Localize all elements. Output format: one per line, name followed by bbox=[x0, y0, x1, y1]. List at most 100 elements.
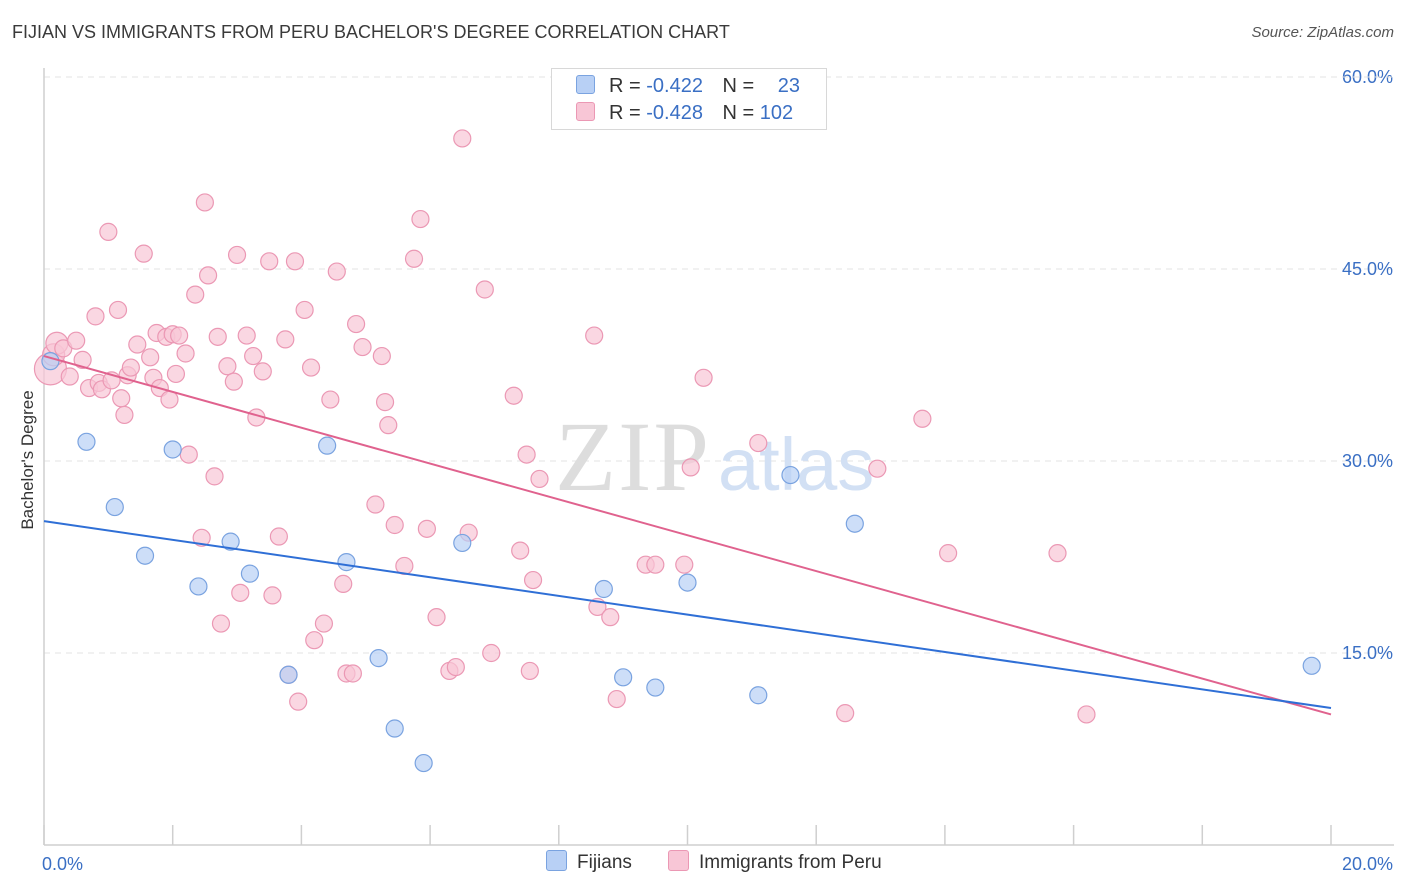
point-peru bbox=[198, 266, 218, 285]
point-peru bbox=[353, 337, 372, 357]
point-peru bbox=[334, 574, 353, 593]
point-peru bbox=[115, 405, 134, 425]
y-tick-label: 15.0% bbox=[1342, 643, 1393, 663]
point-fijians bbox=[414, 753, 433, 773]
point-peru bbox=[417, 519, 436, 538]
point-fijians bbox=[646, 678, 665, 697]
correlation-legend: R = -0.422 N = 23 R = -0.428 N = 102 bbox=[551, 68, 827, 130]
point-peru bbox=[520, 661, 539, 681]
point-peru bbox=[166, 364, 186, 384]
point-fijians bbox=[678, 573, 697, 592]
trendline-peru bbox=[43, 355, 1332, 716]
point-fijians bbox=[337, 553, 356, 572]
point-peru bbox=[375, 393, 395, 412]
point-peru bbox=[276, 330, 295, 349]
point-peru bbox=[694, 368, 713, 387]
point-peru bbox=[675, 555, 694, 574]
point-peru bbox=[585, 326, 604, 345]
peru-swatch-icon bbox=[576, 102, 595, 121]
point-fijians bbox=[279, 665, 298, 684]
point-peru bbox=[295, 300, 314, 320]
peru-legend-icon bbox=[668, 850, 689, 871]
point-peru bbox=[511, 541, 530, 560]
point-peru bbox=[263, 586, 282, 605]
point-peru bbox=[939, 544, 958, 563]
point-peru bbox=[86, 307, 105, 326]
point-peru bbox=[231, 583, 250, 602]
y-tick-label: 30.0% bbox=[1342, 451, 1393, 471]
point-peru bbox=[379, 416, 398, 435]
point-peru bbox=[314, 614, 334, 633]
point-peru bbox=[1077, 705, 1096, 724]
point-peru bbox=[170, 326, 189, 345]
fijians-swatch-icon bbox=[576, 75, 595, 94]
source-credit: Source: ZipAtlas.com bbox=[1251, 24, 1394, 41]
fijians-legend-icon bbox=[546, 850, 567, 871]
point-fijians bbox=[845, 514, 864, 533]
legend-n-value-fijians: 23 bbox=[777, 75, 801, 97]
bottom-legend-fijians-label: Fijians bbox=[577, 852, 632, 873]
legend-r-label: R = bbox=[609, 102, 641, 124]
y-axis-label: Bachelor's Degree bbox=[18, 390, 37, 529]
legend-row-fijians: R = -0.422 N = 23 bbox=[576, 75, 800, 99]
point-fijians bbox=[105, 497, 124, 517]
bottom-legend-peru-label: Immigrants from Peru bbox=[699, 852, 882, 873]
bottom-legend-peru: Immigrants from Peru bbox=[668, 850, 882, 874]
point-peru bbox=[237, 326, 256, 345]
point-peru bbox=[343, 664, 362, 683]
point-peru bbox=[517, 445, 536, 464]
legend-n-label: N = bbox=[722, 75, 755, 97]
point-peru bbox=[141, 348, 160, 367]
point-peru bbox=[73, 350, 92, 369]
point-peru bbox=[128, 335, 147, 354]
point-fijians bbox=[77, 432, 96, 451]
point-fijians bbox=[369, 649, 388, 668]
point-peru bbox=[60, 367, 79, 386]
point-peru bbox=[67, 331, 86, 350]
point-fijians bbox=[1302, 656, 1321, 675]
point-peru bbox=[601, 608, 620, 627]
watermark-atlas: atlas bbox=[718, 423, 874, 506]
point-peru bbox=[836, 704, 855, 723]
point-peru bbox=[112, 389, 131, 408]
point-fijians bbox=[189, 577, 208, 596]
point-peru bbox=[646, 555, 665, 574]
legend-r-label: R = bbox=[609, 75, 641, 97]
point-peru bbox=[244, 346, 263, 366]
point-peru bbox=[99, 222, 118, 241]
point-fijians bbox=[240, 564, 260, 583]
legend-r-value-fijians: -0.422 bbox=[646, 75, 703, 97]
point-peru bbox=[453, 129, 472, 148]
point-peru bbox=[253, 362, 272, 381]
point-peru bbox=[372, 346, 391, 366]
point-fijians bbox=[318, 436, 337, 455]
point-peru bbox=[404, 249, 424, 268]
trendline-fijians bbox=[43, 520, 1332, 710]
point-fijians bbox=[135, 546, 155, 565]
point-peru bbox=[192, 528, 211, 547]
point-fijians bbox=[614, 668, 633, 687]
point-fijians bbox=[163, 440, 182, 459]
x-tick-label-max: 20.0% bbox=[1342, 854, 1393, 874]
bottom-legend-fijians: Fijians bbox=[546, 850, 632, 874]
point-fijians bbox=[221, 532, 240, 551]
point-peru bbox=[913, 409, 932, 428]
point-peru bbox=[205, 467, 224, 486]
x-tick-label-min: 0.0% bbox=[42, 854, 83, 874]
point-peru bbox=[186, 285, 205, 304]
watermark-zip: ZIP bbox=[555, 401, 711, 512]
legend-n-value-peru: 102 bbox=[759, 102, 794, 124]
point-peru bbox=[385, 515, 404, 535]
y-tick-label: 45.0% bbox=[1342, 259, 1393, 279]
point-peru bbox=[195, 193, 214, 212]
legend-r-value-peru: -0.428 bbox=[646, 102, 703, 124]
point-peru bbox=[224, 372, 243, 391]
point-peru bbox=[523, 570, 543, 590]
point-fijians bbox=[594, 579, 613, 599]
point-peru bbox=[346, 314, 366, 334]
point-peru bbox=[301, 358, 321, 377]
chart-title: FIJIAN VS IMMIGRANTS FROM PERU BACHELOR'… bbox=[12, 22, 730, 42]
legend-n-label: N = bbox=[722, 102, 755, 124]
point-peru bbox=[411, 209, 430, 229]
